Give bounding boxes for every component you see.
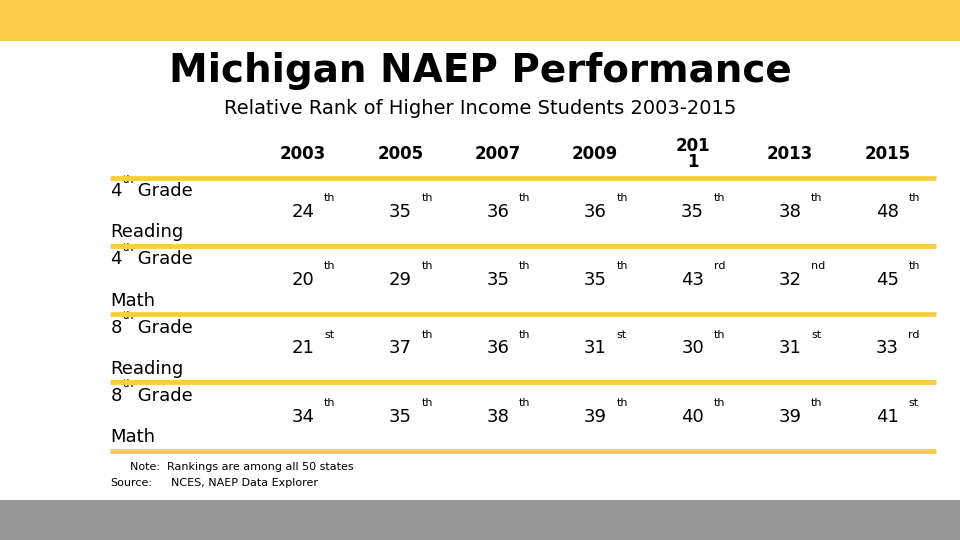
Text: Note:  Rankings are among all 50 states: Note: Rankings are among all 50 states — [130, 462, 353, 472]
Text: 2005: 2005 — [377, 145, 423, 163]
Text: 35: 35 — [389, 203, 412, 221]
Text: 2007: 2007 — [474, 145, 521, 163]
Text: 35: 35 — [389, 408, 412, 426]
Text: Grade: Grade — [132, 387, 193, 405]
Text: th: th — [123, 311, 134, 321]
Text: 201
1: 201 1 — [675, 137, 709, 171]
Text: Michigan NAEP Performance: Michigan NAEP Performance — [169, 52, 791, 90]
Text: 29: 29 — [389, 271, 412, 289]
Text: 4: 4 — [110, 183, 122, 200]
Text: th: th — [421, 330, 433, 340]
Text: 31: 31 — [584, 339, 607, 357]
Text: th: th — [519, 330, 531, 340]
Text: 32: 32 — [779, 271, 802, 289]
Text: th: th — [811, 193, 823, 204]
Text: ©2017 THE EDUCATION TRUST: ©2017 THE EDUCATION TRUST — [721, 514, 936, 526]
Text: th: th — [519, 193, 531, 204]
Text: Relative Rank of Higher Income Students 2003-2015: Relative Rank of Higher Income Students … — [224, 98, 736, 118]
Text: 33: 33 — [876, 339, 899, 357]
Text: 8: 8 — [110, 387, 122, 405]
Text: 35: 35 — [681, 203, 704, 221]
Text: 8: 8 — [110, 319, 122, 337]
Bar — [0, 0, 960, 40]
Text: st: st — [324, 330, 334, 340]
Text: rd: rd — [713, 261, 725, 272]
Text: Grade: Grade — [132, 251, 193, 268]
Text: 24: 24 — [292, 203, 315, 221]
Text: 39: 39 — [584, 408, 607, 426]
Bar — [0, 500, 960, 540]
Text: 38: 38 — [779, 203, 802, 221]
Text: th: th — [519, 261, 531, 272]
Text: 35: 35 — [584, 271, 607, 289]
Text: 36: 36 — [487, 339, 509, 357]
Text: th: th — [421, 193, 433, 204]
Text: 21: 21 — [292, 339, 315, 357]
Text: 48: 48 — [876, 203, 899, 221]
Text: 2015: 2015 — [864, 145, 910, 163]
Text: 30: 30 — [682, 339, 704, 357]
Text: Math: Math — [110, 428, 156, 446]
Text: 36: 36 — [584, 203, 607, 221]
Text: th: th — [519, 398, 531, 408]
Text: th: th — [123, 242, 134, 253]
Text: rd: rd — [908, 330, 920, 340]
Text: 20: 20 — [292, 271, 315, 289]
Text: th: th — [123, 174, 134, 185]
Text: 34: 34 — [292, 408, 315, 426]
Text: th: th — [908, 261, 920, 272]
Text: th: th — [324, 261, 336, 272]
Text: Grade: Grade — [132, 319, 193, 337]
Text: 37: 37 — [389, 339, 412, 357]
Text: 36: 36 — [487, 203, 509, 221]
Text: 38: 38 — [487, 408, 509, 426]
Text: th: th — [421, 398, 433, 408]
Text: th: th — [713, 398, 725, 408]
Text: nd: nd — [811, 261, 826, 272]
Text: 2013: 2013 — [767, 145, 813, 163]
Text: 2009: 2009 — [572, 145, 618, 163]
Text: th: th — [616, 398, 628, 408]
Text: th: th — [908, 193, 920, 204]
Text: th: th — [421, 261, 433, 272]
Text: th: th — [713, 193, 725, 204]
Text: Reading: Reading — [110, 360, 183, 378]
Text: 35: 35 — [487, 271, 510, 289]
Text: 39: 39 — [779, 408, 802, 426]
Text: Grade: Grade — [132, 183, 193, 200]
Text: st: st — [811, 330, 821, 340]
Text: th: th — [324, 193, 336, 204]
Text: NCES, NAEP Data Explorer: NCES, NAEP Data Explorer — [164, 478, 318, 488]
Text: 40: 40 — [682, 408, 704, 426]
Text: Source:: Source: — [110, 478, 153, 488]
Text: 2003: 2003 — [280, 145, 326, 163]
Text: Reading: Reading — [110, 224, 183, 241]
Text: th: th — [616, 193, 628, 204]
Text: 41: 41 — [876, 408, 899, 426]
Text: th: th — [713, 330, 725, 340]
Text: Math: Math — [110, 292, 156, 309]
Text: 45: 45 — [876, 271, 899, 289]
Text: 31: 31 — [779, 339, 802, 357]
Text: st: st — [616, 330, 627, 340]
Text: th: th — [324, 398, 336, 408]
Text: 43: 43 — [681, 271, 704, 289]
Text: st: st — [908, 398, 919, 408]
Text: th: th — [123, 379, 134, 389]
Text: 4: 4 — [110, 251, 122, 268]
Text: th: th — [811, 398, 823, 408]
Text: th: th — [616, 261, 628, 272]
